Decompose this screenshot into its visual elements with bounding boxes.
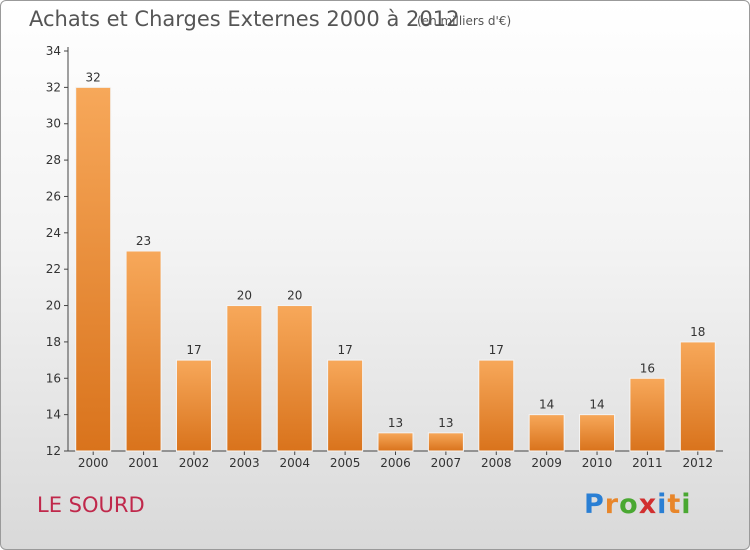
y-tick-label: 14	[46, 408, 61, 422]
x-tick-label: 2007	[431, 456, 462, 470]
x-tick-label: 2004	[279, 456, 310, 470]
bar-value-label: 20	[237, 289, 252, 303]
y-tick-label: 12	[46, 444, 61, 458]
proxiti-logo-letter: t	[667, 489, 682, 520]
commune-name: LE SOURD	[37, 493, 145, 517]
bar-value-label: 14	[539, 398, 554, 412]
y-tick-label: 32	[46, 80, 61, 94]
x-tick-label: 2006	[380, 456, 411, 470]
bar-value-label: 14	[589, 398, 604, 412]
proxiti-logo: Proxiti	[584, 489, 692, 520]
bar-value-label: 17	[186, 343, 201, 357]
bar	[579, 414, 616, 452]
x-tick-label: 2011	[632, 456, 663, 470]
y-tick-label: 24	[46, 226, 61, 240]
y-tick-label: 16	[46, 371, 61, 385]
bar-value-label: 23	[136, 234, 151, 248]
y-tick-label: 18	[46, 335, 61, 349]
x-tick-label: 2008	[481, 456, 512, 470]
bar-value-label: 17	[337, 343, 352, 357]
x-tick-label: 2000	[78, 456, 109, 470]
bar-value-label: 32	[86, 70, 101, 84]
x-tick-label: 2012	[683, 456, 714, 470]
chart-title: Achats et Charges Externes 2000 à 2012	[29, 7, 460, 31]
bar-value-label: 18	[690, 325, 705, 339]
y-tick-label: 26	[46, 189, 61, 203]
bar	[75, 86, 112, 452]
chart-unit-label: (en milliers d'€)	[417, 14, 512, 28]
y-tick-label: 28	[46, 153, 61, 167]
bar-value-label: 13	[438, 416, 453, 430]
bar-value-label: 16	[640, 361, 655, 375]
y-tick-label: 30	[46, 117, 61, 131]
bar	[377, 432, 414, 452]
bar	[226, 305, 263, 452]
y-tick-label: 20	[46, 299, 61, 313]
bar-value-label: 13	[388, 416, 403, 430]
bar	[629, 377, 666, 452]
x-tick-label: 2001	[128, 456, 159, 470]
proxiti-logo-letter: x	[638, 489, 658, 520]
bar	[276, 305, 313, 452]
x-tick-label: 2002	[179, 456, 210, 470]
proxiti-logo-letter: i	[657, 489, 668, 520]
bar	[175, 359, 212, 452]
bar-value-label: 17	[489, 343, 504, 357]
bar	[478, 359, 515, 452]
x-tick-label: 2003	[229, 456, 260, 470]
bar	[427, 432, 464, 452]
proxiti-logo-letter: r	[604, 489, 620, 520]
proxiti-logo-letter: o	[619, 489, 639, 520]
bar	[528, 414, 565, 452]
x-tick-label: 2005	[330, 456, 361, 470]
x-tick-label: 2010	[582, 456, 613, 470]
bar	[125, 250, 162, 452]
y-tick-label: 34	[46, 44, 61, 58]
proxiti-logo-letter: P	[584, 489, 605, 520]
bar-value-label: 20	[287, 289, 302, 303]
bar	[679, 341, 716, 452]
x-tick-label: 2009	[531, 456, 562, 470]
proxiti-logo-letter: i	[681, 489, 692, 520]
y-tick-label: 22	[46, 262, 61, 276]
bar	[327, 359, 364, 452]
